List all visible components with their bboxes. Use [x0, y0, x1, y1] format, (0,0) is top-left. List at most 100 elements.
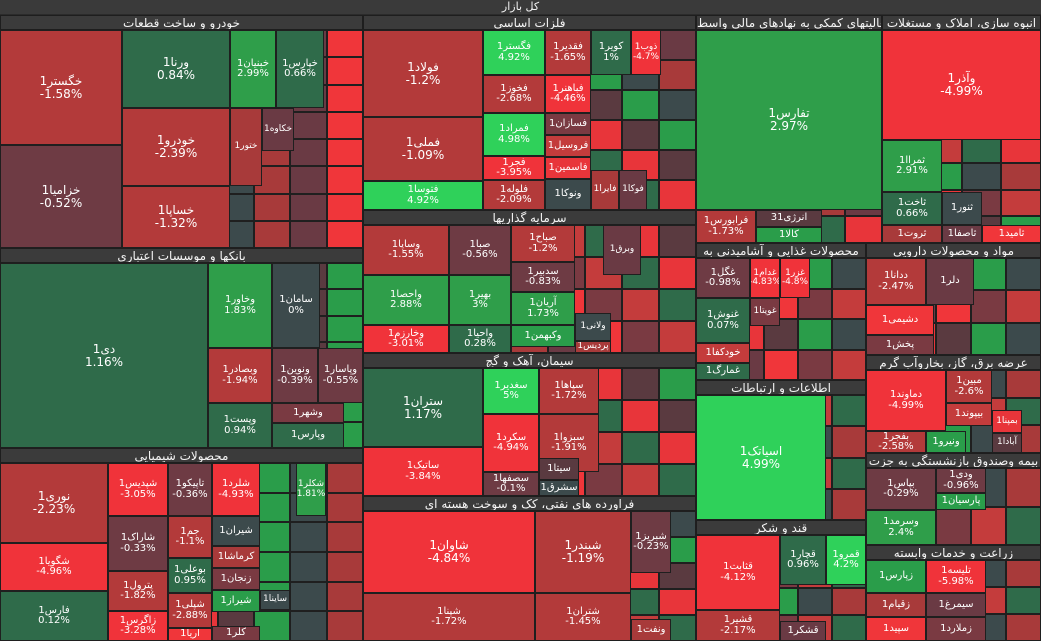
stock-tile[interactable]: شپلی1 -2.88% — [168, 593, 212, 628]
stock-tile[interactable]: زپارس1 — [866, 560, 926, 593]
minor-stock-tile[interactable] — [326, 463, 363, 493]
minor-stock-tile[interactable] — [326, 581, 363, 612]
stock-tile[interactable]: ورنا1 0.84% — [122, 30, 230, 108]
minor-stock-tile[interactable] — [1006, 587, 1041, 614]
minor-stock-tile[interactable] — [254, 552, 291, 582]
stock-tile[interactable]: شپدیس1 -3.05% — [108, 463, 168, 516]
minor-stock-tile[interactable] — [326, 289, 363, 316]
minor-stock-tile[interactable] — [622, 90, 659, 120]
stock-tile[interactable]: فوکا1 — [619, 170, 647, 210]
minor-stock-tile[interactable] — [798, 288, 832, 319]
stock-tile[interactable]: فسازان1 — [545, 113, 591, 135]
stock-tile[interactable]: وآذر1 -4.99% — [882, 30, 1041, 140]
stock-tile[interactable]: خکاوه1 — [262, 108, 294, 151]
minor-stock-tile[interactable] — [585, 120, 622, 150]
minor-stock-tile[interactable] — [832, 488, 866, 520]
stock-tile[interactable]: فارس1 0.12% — [0, 591, 108, 641]
stock-tile[interactable]: ثنور1 — [942, 192, 982, 225]
minor-stock-tile[interactable] — [254, 463, 291, 493]
stock-tile[interactable]: ثمراا1 2.91% — [882, 140, 942, 192]
minor-stock-tile[interactable] — [659, 120, 696, 150]
stock-tile[interactable]: دی1 1.16% — [0, 263, 208, 448]
stock-tile[interactable]: خگستر1 -1.58% — [0, 30, 122, 145]
stock-tile[interactable]: آبادا1 — [992, 433, 1022, 453]
minor-stock-tile[interactable] — [659, 432, 696, 464]
stock-tile[interactable]: زاگرس1 -3.28% — [108, 611, 168, 641]
minor-stock-tile[interactable] — [326, 263, 363, 290]
minor-stock-tile[interactable] — [290, 522, 327, 552]
sector-title[interactable]: محصولات شیمیایی — [0, 448, 363, 463]
stock-tile[interactable]: شیراز1 — [212, 590, 260, 612]
stock-tile[interactable]: سپید1 — [866, 617, 926, 641]
stock-tile[interactable]: وپاسار1 -0.55% — [318, 348, 363, 403]
stock-tile[interactable]: خزامیا1 -0.52% — [0, 145, 122, 248]
minor-stock-tile[interactable] — [659, 589, 696, 615]
stock-tile[interactable]: زنجان1 — [212, 568, 260, 590]
stock-tile[interactable]: فجر1 -3.95% — [483, 156, 545, 180]
sector-title[interactable]: اطلاعات و ارتباطات — [696, 380, 866, 395]
minor-stock-tile[interactable] — [254, 522, 291, 552]
stock-tile[interactable]: واحصا1 2.88% — [363, 275, 449, 325]
stock-tile[interactable]: ونفت1 — [631, 619, 671, 641]
stock-tile[interactable]: بوعلی1 0.95% — [168, 558, 212, 593]
minor-stock-tile[interactable] — [659, 30, 696, 60]
minor-stock-tile[interactable] — [326, 611, 363, 641]
sector-title[interactable]: زراعت و خدمات وابسته — [866, 545, 1041, 560]
stock-tile[interactable]: قمرو1 4.2% — [826, 535, 866, 585]
stock-tile[interactable]: فایرا1 — [591, 170, 619, 210]
sector-title[interactable]: فراورده های نفتی، کک و سوخت هسته ای — [363, 496, 696, 511]
minor-stock-tile[interactable] — [290, 166, 327, 194]
stock-tile[interactable]: قچار1 0.96% — [780, 535, 826, 585]
minor-stock-tile[interactable] — [290, 552, 327, 582]
stock-tile[interactable]: فاسمین1 — [545, 157, 591, 179]
minor-stock-tile[interactable] — [326, 552, 363, 582]
minor-stock-tile[interactable] — [290, 111, 327, 139]
stock-tile[interactable]: قشیر1 -2.17% — [696, 610, 780, 641]
stock-tile[interactable]: سصفها1 -0.1% — [483, 472, 539, 496]
stock-tile[interactable]: صبا1 -0.56% — [449, 225, 511, 275]
stock-tile[interactable]: پارسیان1 — [936, 493, 986, 510]
minor-stock-tile[interactable] — [1006, 560, 1041, 587]
stock-tile[interactable]: بهیر1 3% — [449, 275, 511, 325]
stock-tile[interactable]: بیپوند1 — [946, 403, 992, 426]
minor-stock-tile[interactable] — [659, 60, 696, 90]
stock-tile[interactable]: فتوسا1 4.92% — [363, 181, 483, 210]
sector-title[interactable]: عرضه برق، گاز، بخاروآب گرم — [866, 355, 1041, 370]
stock-tile[interactable]: ددانا1 -2.47% — [866, 258, 926, 305]
minor-stock-tile[interactable] — [585, 90, 622, 120]
stock-tile[interactable]: وخاور1 1.83% — [208, 263, 272, 348]
sector-title[interactable]: بیمه وصندوق بازنشستگی به جزت — [866, 453, 1041, 468]
stock-tile[interactable]: غمارگ1 — [696, 363, 750, 380]
stock-tile[interactable]: جم1 -1.1% — [168, 516, 212, 558]
stock-tile[interactable]: شکلر1 1.81% — [296, 463, 326, 516]
minor-stock-tile[interactable] — [622, 464, 659, 496]
minor-stock-tile[interactable] — [290, 139, 327, 167]
stock-tile[interactable]: نوری1 -2.23% — [0, 463, 108, 543]
stock-tile[interactable]: سکرد1 -4.94% — [483, 414, 539, 472]
minor-stock-tile[interactable] — [290, 193, 327, 221]
minor-stock-tile[interactable] — [659, 180, 696, 210]
minor-stock-tile[interactable] — [1006, 370, 1041, 398]
stock-tile[interactable]: شاوان1 -4.84% — [363, 511, 535, 593]
stock-tile[interactable]: ثاخت1 0.66% — [882, 192, 942, 225]
stock-tile[interactable]: فملی1 -1.09% — [363, 117, 483, 181]
minor-stock-tile[interactable] — [290, 581, 327, 612]
stock-tile[interactable]: صباح1 -1.2% — [511, 225, 575, 262]
minor-stock-tile[interactable] — [326, 166, 363, 194]
stock-tile[interactable]: وساپا1 -1.55% — [363, 225, 449, 275]
stock-tile[interactable]: غگل1 -0.98% — [696, 258, 750, 298]
minor-stock-tile[interactable] — [971, 258, 1006, 291]
stock-tile[interactable]: اسیاتک1 4.99% — [696, 395, 826, 520]
stock-tile[interactable]: بپاس1 -0.29% — [866, 468, 936, 510]
stock-tile[interactable]: آریا1 — [168, 628, 212, 641]
stock-tile[interactable]: ذوب1 -4.7% — [631, 30, 661, 75]
minor-stock-tile[interactable] — [832, 426, 866, 458]
minor-stock-tile[interactable] — [936, 322, 971, 355]
stock-tile[interactable]: قثابت1 -4.12% — [696, 535, 780, 610]
sector-title[interactable]: فلزات اساسی — [363, 15, 696, 30]
stock-tile[interactable]: شلرد1 -4.93% — [212, 463, 260, 516]
stock-tile[interactable]: وبرق1 — [603, 225, 641, 275]
stock-tile[interactable]: ختور1 — [230, 108, 262, 186]
minor-stock-tile[interactable] — [832, 288, 866, 319]
minor-stock-tile[interactable] — [1006, 322, 1041, 355]
